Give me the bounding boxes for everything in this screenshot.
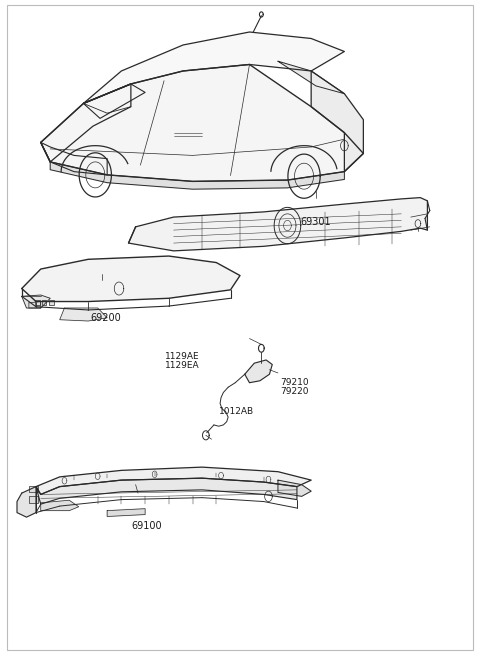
- Polygon shape: [278, 480, 311, 496]
- Polygon shape: [107, 509, 145, 517]
- Polygon shape: [245, 360, 272, 383]
- Polygon shape: [50, 162, 344, 189]
- Polygon shape: [36, 467, 311, 495]
- Text: 1129EA: 1129EA: [165, 361, 200, 369]
- Text: 69301: 69301: [300, 217, 331, 227]
- Bar: [35, 300, 40, 305]
- Polygon shape: [41, 84, 131, 162]
- Polygon shape: [41, 500, 79, 511]
- Polygon shape: [36, 478, 297, 504]
- Text: 79220: 79220: [280, 386, 309, 396]
- Text: 1129AE: 1129AE: [165, 352, 200, 361]
- Bar: [29, 496, 38, 503]
- Polygon shape: [22, 295, 50, 308]
- Polygon shape: [84, 32, 344, 103]
- Polygon shape: [17, 487, 36, 517]
- Polygon shape: [29, 301, 41, 308]
- Polygon shape: [278, 61, 344, 94]
- Bar: [49, 300, 54, 305]
- Polygon shape: [41, 142, 107, 175]
- Polygon shape: [311, 71, 363, 172]
- Polygon shape: [84, 84, 145, 119]
- Text: 1012AB: 1012AB: [219, 407, 254, 417]
- Polygon shape: [60, 308, 107, 321]
- Text: 79210: 79210: [280, 378, 309, 387]
- Polygon shape: [129, 198, 427, 251]
- Polygon shape: [41, 64, 363, 181]
- Polygon shape: [22, 256, 240, 301]
- Bar: [29, 486, 38, 493]
- Bar: [42, 300, 47, 305]
- Text: 69200: 69200: [91, 312, 121, 323]
- Text: 69100: 69100: [131, 521, 161, 531]
